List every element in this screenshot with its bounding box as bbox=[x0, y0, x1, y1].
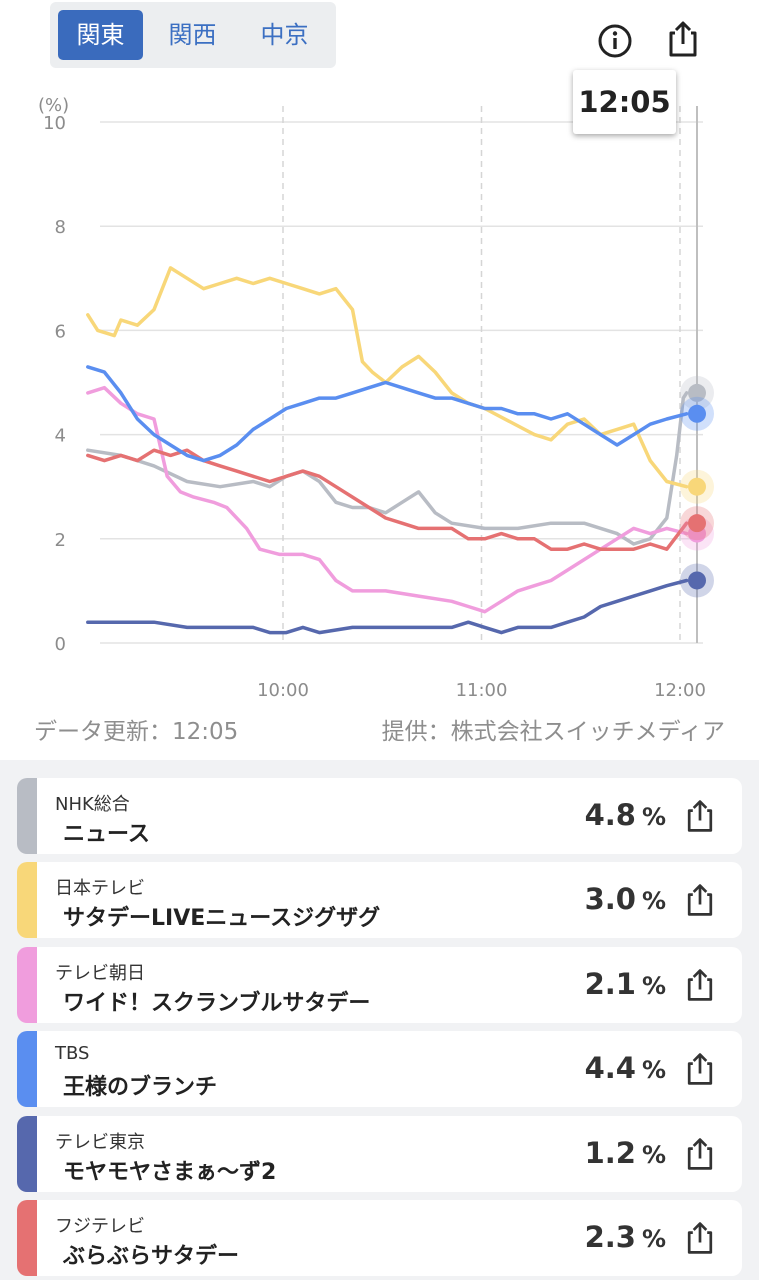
rating-value: 3.0% bbox=[585, 882, 666, 916]
region-tabs: 関東 関西 中京 bbox=[50, 2, 336, 68]
chart-panel: 関東 関西 中京 0 2 4 6 8 10 (%) 10:00 11:00 12:00 12:05… bbox=[34, 2, 725, 745]
data-updated-label: データ更新：12:05 bbox=[34, 719, 239, 745]
rating-number: 2.1 bbox=[584, 967, 636, 1001]
rating-unit: % bbox=[641, 803, 666, 831]
channel-card-fuji[interactable]: フジテレビ ぶらぶらサタデー 2.3% bbox=[17, 1200, 742, 1276]
rating-value: 1.2% bbox=[585, 1136, 666, 1170]
series-line bbox=[86, 578, 689, 635]
series-line bbox=[86, 266, 689, 489]
program-title: ワイド！スクランブルサタデー bbox=[63, 991, 371, 1016]
channel-color-bar bbox=[17, 1116, 37, 1192]
rating-value: 4.4% bbox=[585, 1051, 666, 1085]
region-tab-kanto[interactable]: 関東 bbox=[58, 10, 143, 60]
x-tick-label: 12:00 bbox=[654, 680, 706, 701]
x-tick-label: 10:00 bbox=[257, 680, 309, 701]
channel-color-bar bbox=[17, 778, 37, 854]
series-line bbox=[86, 365, 689, 463]
y-tick-label: 0 bbox=[55, 634, 66, 655]
channel-card-tvtokyo[interactable]: テレビ東京 モヤモヤさまぁ〜ず2 1.2% bbox=[17, 1116, 742, 1192]
time-tooltip: 12:05 bbox=[573, 70, 676, 134]
series-line bbox=[86, 391, 689, 546]
share-icon[interactable] bbox=[682, 882, 718, 918]
rating-value: 4.8% bbox=[585, 798, 666, 832]
rating-number: 4.8 bbox=[584, 798, 636, 832]
rating-unit: % bbox=[641, 1225, 666, 1253]
series-end-marker bbox=[688, 571, 706, 590]
region-tab-chukyo[interactable]: 中京 bbox=[260, 21, 309, 49]
y-tick-label: 10 bbox=[43, 113, 66, 134]
station-name: テレビ朝日 bbox=[55, 963, 145, 984]
channel-color-bar bbox=[17, 862, 37, 938]
channel-list: NHK総合 ニュース 4.8% 日本テレビ サタデーLIVEニュースジグザグ 3… bbox=[0, 760, 759, 1280]
provider-label: 提供：株式会社スイッチメディア bbox=[381, 719, 725, 745]
rating-number: 1.2 bbox=[584, 1136, 636, 1170]
share-icon[interactable] bbox=[682, 1051, 718, 1087]
program-title: 王様のブランチ bbox=[63, 1075, 218, 1100]
program-title: モヤモヤさまぁ〜ず2 bbox=[63, 1160, 277, 1185]
station-name: テレビ東京 bbox=[55, 1132, 145, 1153]
region-tab-kansai[interactable]: 関西 bbox=[168, 21, 217, 49]
series-end-marker bbox=[688, 404, 706, 423]
info-circle-icon[interactable] bbox=[595, 21, 635, 61]
y-tick-label: 8 bbox=[55, 217, 66, 238]
x-tick-label: 11:00 bbox=[456, 680, 508, 701]
channel-color-bar bbox=[17, 1031, 37, 1107]
channel-color-bar bbox=[17, 947, 37, 1023]
share-icon[interactable] bbox=[682, 1220, 718, 1256]
channel-card-nhk[interactable]: NHK総合 ニュース 4.8% bbox=[17, 778, 742, 854]
program-title: ニュース bbox=[63, 822, 150, 847]
y-tick-label: 6 bbox=[55, 321, 66, 342]
series-line bbox=[86, 448, 689, 551]
rating-unit: % bbox=[641, 1056, 666, 1084]
channel-color-bar bbox=[17, 1200, 37, 1276]
rating-unit: % bbox=[641, 887, 666, 915]
rating-number: 2.3 bbox=[584, 1220, 636, 1254]
y-axis-label: (%) bbox=[38, 95, 69, 116]
rating-unit: % bbox=[641, 972, 666, 1000]
series-line bbox=[86, 385, 689, 614]
share-icon[interactable] bbox=[663, 19, 703, 59]
channel-card-ntv[interactable]: 日本テレビ サタデーLIVEニュースジグザグ 3.0% bbox=[17, 862, 742, 938]
channel-card-tbs[interactable]: TBS 王様のブランチ 4.4% bbox=[17, 1031, 742, 1107]
station-name: フジテレビ bbox=[55, 1216, 145, 1237]
station-name: NHK総合 bbox=[55, 794, 130, 815]
series-end-marker bbox=[688, 383, 706, 402]
ratings-line-chart: 0 2 4 6 8 10(%) 10:00 11:00 12:00 bbox=[38, 95, 714, 701]
share-icon[interactable] bbox=[682, 967, 718, 1003]
y-tick-label: 4 bbox=[55, 426, 66, 447]
series-end-marker bbox=[688, 477, 706, 496]
y-tick-label: 2 bbox=[55, 530, 66, 551]
rating-value: 2.3% bbox=[585, 1220, 666, 1254]
station-name: TBS bbox=[55, 1043, 90, 1064]
station-name: 日本テレビ bbox=[55, 878, 145, 899]
rating-number: 4.4 bbox=[584, 1051, 636, 1085]
share-icon[interactable] bbox=[682, 1136, 718, 1172]
channel-card-tvasahi[interactable]: テレビ朝日 ワイド！スクランブルサタデー 2.1% bbox=[17, 947, 742, 1023]
rating-unit: % bbox=[641, 1141, 666, 1169]
program-title: サタデーLIVEニュースジグザグ bbox=[63, 906, 381, 931]
rating-number: 3.0 bbox=[584, 882, 636, 916]
share-icon[interactable] bbox=[682, 798, 718, 834]
program-title: ぶらぶらサタデー bbox=[63, 1244, 240, 1269]
series-end-marker bbox=[688, 514, 706, 533]
rating-value: 2.1% bbox=[585, 967, 666, 1001]
